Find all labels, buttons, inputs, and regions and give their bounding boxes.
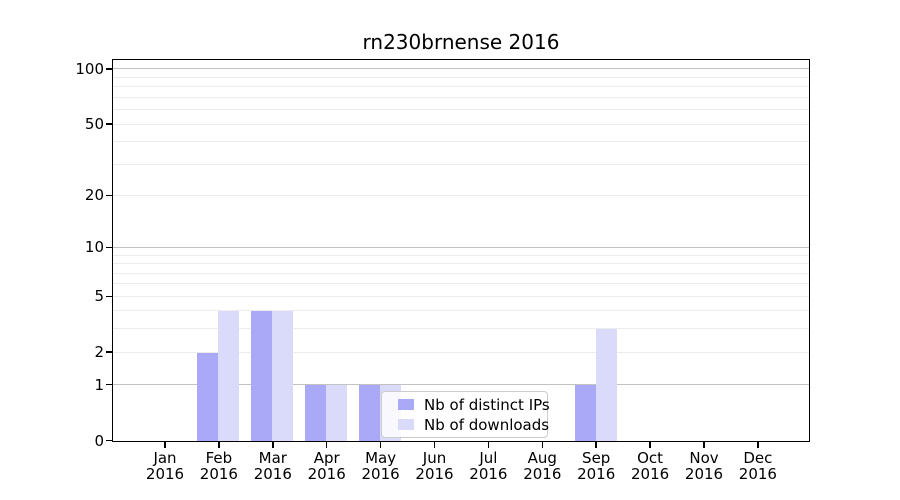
x-tick-label: Jan 2016 [145, 449, 185, 483]
legend-swatch-downloads [398, 419, 414, 430]
x-tick-mark [379, 442, 382, 448]
x-tick-label: May 2016 [361, 449, 400, 483]
x-tick-mark [703, 442, 705, 448]
bar-downloads [326, 385, 348, 441]
x-tick-label: Sep 2016 [577, 449, 616, 483]
x-tick-mark [433, 442, 436, 448]
minor-gridline [113, 328, 809, 330]
x-tick-mark [595, 442, 597, 448]
x-tick-mark [757, 442, 759, 448]
minor-gridline [113, 141, 809, 143]
chart-title: rn230brnense 2016 [362, 30, 560, 54]
y-tick-mark [106, 295, 113, 298]
bar-distinct-ips [251, 311, 273, 441]
x-tick-mark [164, 442, 166, 448]
y-tick-label: 50 [84, 115, 104, 133]
y-tick-label: 10 [84, 238, 104, 257]
x-tick-label: Mar 2016 [253, 449, 292, 483]
bar-downloads [218, 311, 240, 441]
legend-item-label: Nb of distinct IPs [424, 395, 550, 414]
y-tick-label: 100 [75, 59, 104, 78]
minor-gridline [113, 109, 809, 111]
x-tick-mark [218, 442, 220, 448]
x-tick-mark [487, 442, 490, 448]
plot-area [112, 59, 810, 442]
minor-gridline [113, 96, 809, 98]
bar-distinct-ips [197, 352, 219, 441]
minor-gridline [113, 310, 809, 312]
legend-swatch-distinct-ips [398, 399, 414, 410]
x-tick-label: Aug 2016 [523, 449, 562, 483]
y-tick-mark [106, 351, 113, 353]
bar-downloads [595, 329, 617, 441]
legend-item: Nb of downloads [398, 415, 549, 434]
x-tick-label: Oct 2016 [631, 449, 670, 483]
minor-gridline [113, 123, 809, 125]
minor-gridline [113, 86, 809, 88]
minor-gridline [113, 254, 809, 256]
x-tick-label: Jul 2016 [469, 449, 508, 483]
x-tick-mark [541, 442, 544, 448]
legend: Nb of distinct IPs Nb of downloads [381, 391, 550, 438]
x-tick-mark [649, 442, 651, 448]
minor-gridline [113, 76, 809, 78]
bar-distinct-ips [574, 385, 596, 441]
y-tick-mark [106, 246, 113, 249]
minor-gridline [113, 194, 809, 196]
minor-gridline [113, 263, 809, 265]
minor-gridline [113, 295, 809, 297]
y-tick-label: 5 [94, 287, 104, 306]
y-tick-label: 0 [94, 431, 104, 450]
x-tick-label: Dec 2016 [738, 449, 777, 483]
y-tick-label: 1 [94, 375, 104, 394]
x-tick-label: Jun 2016 [415, 449, 454, 483]
y-tick-label: 20 [84, 186, 104, 205]
y-tick-mark [106, 68, 113, 70]
minor-gridline [113, 163, 809, 165]
bar-distinct-ips [305, 385, 327, 441]
x-tick-label: Apr 2016 [307, 449, 346, 483]
x-tick-label: Feb 2016 [199, 449, 238, 483]
bar-distinct-ips [359, 385, 381, 441]
major-gridline [113, 68, 809, 70]
legend-item: Nb of distinct IPs [398, 395, 550, 414]
x-tick-label: Nov 2016 [684, 449, 724, 483]
major-gridline [113, 384, 809, 386]
minor-gridline [113, 351, 809, 353]
x-tick-mark [272, 442, 274, 448]
x-tick-mark [325, 442, 328, 448]
y-tick-mark [106, 439, 113, 442]
major-gridline [113, 246, 809, 248]
minor-gridline [113, 272, 809, 274]
y-tick-mark [106, 194, 113, 197]
y-tick-label: 2 [94, 343, 104, 362]
y-tick-mark [106, 383, 113, 386]
y-tick-mark [106, 123, 113, 125]
bar-downloads [272, 311, 294, 441]
minor-gridline [113, 283, 809, 285]
legend-item-label: Nb of downloads [424, 415, 550, 434]
